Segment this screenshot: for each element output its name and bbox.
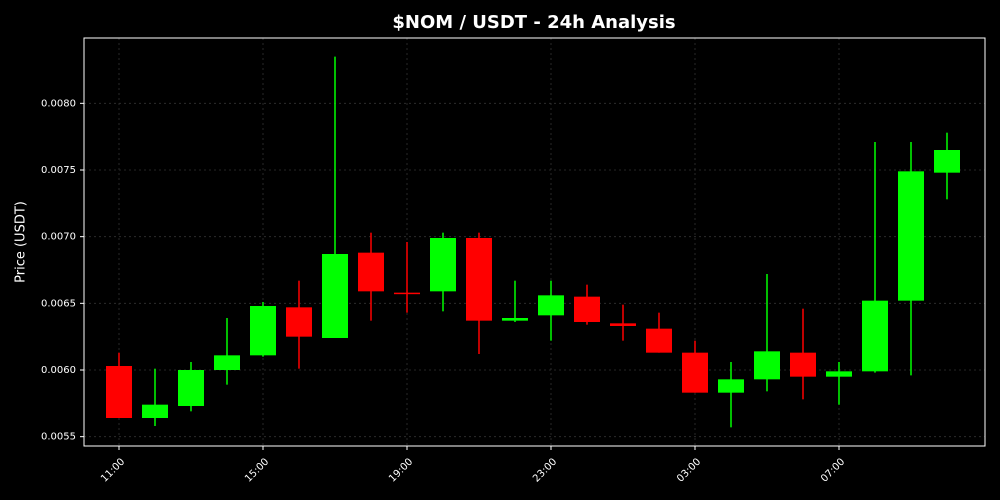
- candle-body: [142, 404, 168, 418]
- plot-frame: [83, 37, 986, 447]
- candle-body: [574, 296, 600, 322]
- candle-body: [718, 379, 744, 393]
- candle-body: [322, 254, 348, 338]
- candle-body: [898, 171, 924, 301]
- candle-body: [862, 300, 888, 372]
- y-tick-label: 0.0080: [41, 98, 76, 109]
- candle-body: [286, 307, 312, 337]
- candle-body: [178, 370, 204, 406]
- candle-body: [250, 306, 276, 356]
- candle-body: [214, 355, 240, 370]
- y-tick-label: 0.0070: [41, 232, 76, 243]
- candle-body: [358, 252, 384, 292]
- candle-body: [538, 295, 564, 316]
- y-tick-label: 0.0075: [41, 165, 76, 176]
- y-tick-label: 0.0055: [41, 432, 76, 443]
- candle-body: [610, 323, 636, 326]
- y-tick-label: 0.0065: [41, 298, 76, 309]
- candle-body: [790, 352, 816, 377]
- y-axis-label: Price (USDT): [14, 201, 29, 283]
- candle-body: [430, 238, 456, 292]
- chart-title: $NOM / USDT - 24h Analysis: [392, 12, 675, 33]
- y-tick-label: 0.0060: [41, 365, 76, 376]
- candle-body: [826, 371, 852, 377]
- candle-body: [106, 366, 132, 418]
- candle-body: [466, 238, 492, 321]
- candle-body: [682, 352, 708, 393]
- candle-body: [646, 328, 672, 353]
- candle-body: [502, 318, 528, 321]
- candle-body: [394, 292, 420, 295]
- candle-body: [934, 150, 960, 173]
- candle-body: [754, 351, 780, 380]
